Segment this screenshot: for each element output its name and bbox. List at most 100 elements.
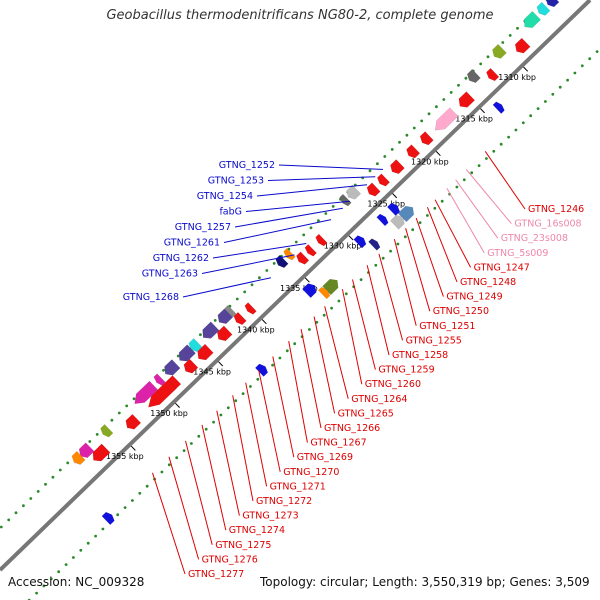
gene-feature: [346, 184, 362, 200]
track-dot: [508, 34, 512, 37]
track-dot: [344, 292, 348, 296]
map-title: Geobacillus thermodenitrificans NG80-2, …: [106, 8, 494, 23]
leader-line: [405, 228, 431, 312]
gene-feature: [376, 213, 389, 227]
track-dot: [322, 313, 326, 317]
track-dot: [457, 83, 460, 87]
track-dot: [302, 233, 306, 237]
genome-backbone: [0, 0, 592, 572]
gene-label: GTNG_1258: [392, 350, 448, 361]
tick-mark: [348, 235, 354, 241]
track-dot: [398, 140, 401, 144]
track-dot: [486, 55, 490, 59]
leader-line: [201, 424, 227, 531]
track-dot: [243, 290, 247, 294]
gene-label: GTNG_1270: [283, 467, 339, 478]
gene-label: GTNG_1277: [188, 569, 244, 580]
track-dot: [433, 206, 437, 210]
gene-feature: [183, 358, 199, 374]
track-dot: [294, 240, 298, 244]
track-dot: [462, 178, 466, 182]
gene-feature: [153, 373, 166, 386]
track-dot: [36, 490, 40, 493]
track-dot: [427, 112, 431, 116]
gene-label: GTNG_1274: [229, 525, 285, 536]
track-dot: [501, 41, 505, 44]
track-dot: [44, 482, 47, 486]
gene-label: GTNG_1272: [256, 496, 312, 507]
track-dot: [226, 406, 230, 410]
gene-feature: [406, 144, 421, 159]
track-dot: [7, 518, 11, 522]
topology-text: Topology: circular; Length: 3,550,319 bp…: [260, 575, 590, 589]
track-dot: [72, 556, 75, 559]
gene-feature: [389, 214, 405, 230]
gene-label: GTNG_1248: [460, 277, 516, 288]
track-dot: [101, 527, 105, 531]
gene-label: GTNG_1261: [164, 238, 220, 249]
leader-line: [232, 395, 254, 502]
track-dot: [285, 349, 289, 353]
gene-feature: [386, 202, 401, 216]
leader-line: [378, 253, 404, 341]
track-dot: [426, 214, 429, 217]
track-dot: [331, 205, 335, 208]
track-dot: [368, 169, 372, 173]
gene-label: GTNG_1249: [446, 292, 502, 303]
gene-feature: [377, 173, 391, 187]
track-dot: [309, 226, 313, 230]
track-dot: [317, 219, 320, 223]
track-dot: [58, 468, 62, 472]
tick-label: 1310 kbp: [498, 73, 536, 82]
track-dot: [278, 356, 282, 360]
track-dot: [359, 278, 363, 281]
gene-label: GTNG_1254: [197, 191, 253, 202]
gene-label: GTNG_23s008: [501, 233, 568, 244]
leader-line: [272, 356, 295, 458]
track-dot: [381, 256, 385, 260]
track-dot: [514, 128, 518, 132]
gene-feature: [419, 131, 434, 146]
gene-feature: [125, 413, 142, 430]
track-dot: [162, 368, 165, 372]
leader-line: [446, 188, 485, 254]
leader-line: [426, 207, 458, 283]
gene-label: fabG: [219, 207, 242, 218]
track-dot: [396, 242, 400, 246]
track-dot: [35, 591, 38, 595]
gene-label: GTNG_1264: [351, 394, 407, 405]
gene-label: GTNG_1250: [433, 306, 489, 317]
track-dot: [411, 228, 415, 232]
gene-label: GTNG_1276: [202, 554, 258, 565]
track-dot: [212, 420, 216, 424]
accession-text: Accession: NC_009328: [8, 575, 145, 589]
gene-feature: [217, 325, 233, 342]
track-dot: [376, 162, 379, 166]
track-dot: [442, 98, 446, 101]
tick-mark: [435, 151, 441, 157]
leader-line: [234, 207, 343, 228]
track-dot: [588, 57, 592, 61]
tick-mark: [130, 445, 136, 451]
track-dot: [116, 513, 120, 517]
leader-line: [393, 238, 417, 326]
leader-line: [185, 440, 213, 545]
leader-line: [455, 179, 499, 239]
gene-feature: [296, 251, 310, 265]
track-dot: [455, 185, 459, 189]
gene-feature: [217, 308, 234, 324]
track-dot: [308, 328, 311, 331]
track-dot: [499, 142, 503, 146]
tick-mark: [304, 277, 310, 283]
leader-line: [366, 265, 390, 356]
leader-line: [212, 243, 307, 259]
gene-labels: GTNG_1252 GTNG_1253 GTNG_1254 fabG GTNG_1257…: [123, 160, 584, 580]
leader-line: [182, 277, 272, 298]
tick-label: 1340 kbp: [237, 325, 275, 334]
gene-label: GTNG_5s009: [487, 248, 548, 259]
gene-label: GTNG_1263: [142, 269, 198, 280]
leader-line: [223, 219, 332, 243]
track-dot: [132, 397, 136, 401]
